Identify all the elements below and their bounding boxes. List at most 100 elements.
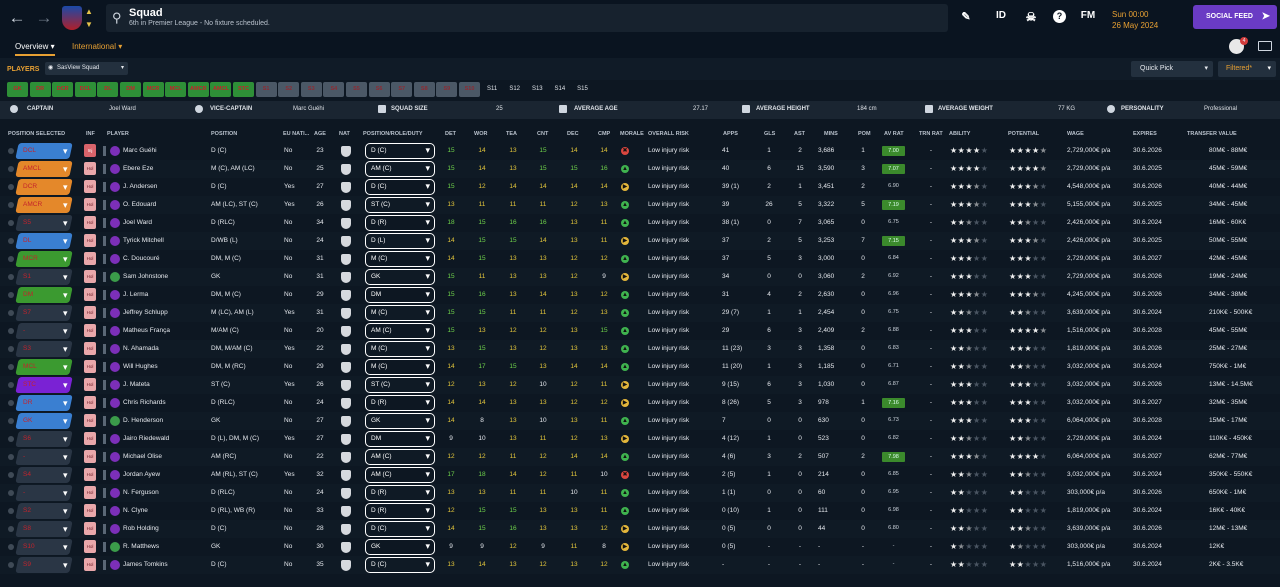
position-selected-dropdown[interactable]: S6 ▾ (15, 431, 73, 447)
role-duty-dropdown[interactable]: D (C) ▾ (365, 521, 435, 537)
column-header-eu-nati[interactable]: EU NATI... (283, 131, 310, 137)
info-badge[interactable]: Hol (84, 342, 96, 355)
info-badge[interactable]: Inj (84, 144, 96, 157)
row-select-dot[interactable] (8, 526, 14, 532)
info-badge[interactable]: Hol (84, 180, 96, 193)
game-date[interactable]: Sun 00:00 26 May 2024 (1112, 9, 1158, 31)
position-selected-dropdown[interactable]: S2 ▾ (15, 503, 73, 519)
table-row[interactable]: S10 ▾ Hol R. Matthews GK No 30 GK ▾ 9 9 12 9 11 8 ▶ Low … (0, 538, 1280, 556)
player-name[interactable]: Matheus França (123, 327, 170, 334)
position-tab-gk[interactable]: GK (7, 82, 28, 97)
role-duty-dropdown[interactable]: M (C) ▾ (365, 359, 435, 375)
role-duty-dropdown[interactable]: AM (C) ▾ (365, 323, 435, 339)
row-select-dot[interactable] (8, 454, 14, 460)
info-badge[interactable]: Hol (84, 486, 96, 499)
position-selected-dropdown[interactable]: S3 ▾ (15, 341, 73, 357)
role-duty-dropdown[interactable]: D (R) ▾ (365, 503, 435, 519)
player-name[interactable]: Marc Guéhi (123, 147, 157, 154)
role-duty-dropdown[interactable]: D (R) ▾ (365, 485, 435, 501)
column-header-det[interactable]: DET (445, 131, 456, 137)
info-badge[interactable]: Hol (84, 522, 96, 535)
player-name[interactable]: N. Clyne (123, 507, 148, 514)
row-select-dot[interactable] (8, 220, 14, 226)
column-header-wor[interactable]: WOR (474, 131, 488, 137)
row-select-dot[interactable] (8, 166, 14, 172)
column-header-potential[interactable]: POTENTIAL (1008, 131, 1040, 137)
player-name[interactable]: Rob Holding (123, 525, 159, 532)
table-row[interactable]: S7 ▾ Hol Jeffrey Schlupp M (LC), AM (L) Yes 31… (0, 304, 1280, 322)
column-header-morale[interactable]: MORALE (620, 131, 644, 137)
row-select-dot[interactable] (8, 472, 14, 478)
captain-value[interactable]: Joel Ward (109, 106, 136, 112)
column-header-cmp[interactable]: CMP (598, 131, 611, 137)
player-name[interactable]: Joel Ward (123, 219, 153, 226)
role-duty-dropdown[interactable]: AM (C) ▾ (365, 449, 435, 465)
position-selected-dropdown[interactable]: - ▾ (15, 323, 73, 339)
forward-arrow-icon[interactable]: → (35, 8, 53, 27)
view-select[interactable]: ◉ SasView Squad ▾ (45, 62, 128, 75)
column-header-cnt[interactable]: CNT (537, 131, 549, 137)
info-badge[interactable]: Hol (84, 378, 96, 391)
role-duty-dropdown[interactable]: DM ▾ (365, 431, 435, 447)
table-row[interactable]: DCL ▾ Inj Marc Guéhi D (C) No 23 D (C) ▾ 15 14 13 15… (0, 142, 1280, 160)
position-tab-s7[interactable]: S7 (391, 82, 413, 97)
player-name[interactable]: C. Doucouré (123, 255, 160, 262)
row-select-dot[interactable] (8, 310, 14, 316)
row-select-dot[interactable] (8, 400, 14, 406)
info-badge[interactable]: Hol (84, 450, 96, 463)
info-badge[interactable]: Hol (84, 396, 96, 409)
row-select-dot[interactable] (8, 418, 14, 424)
position-selected-dropdown[interactable]: S10 ▾ (15, 539, 73, 555)
table-row[interactable]: DCR ▾ Hol J. Andersen D (C) Yes 27 D (C) ▾ 15 12 14… (0, 178, 1280, 196)
vice-captain-value[interactable]: Marc Guéhi (293, 106, 325, 112)
position-tab-s9[interactable]: S9 (436, 82, 458, 97)
column-header-nat[interactable]: NAT (339, 131, 350, 137)
column-header-ast[interactable]: AST (794, 131, 805, 137)
role-duty-dropdown[interactable]: D (R) ▾ (365, 215, 435, 231)
position-selected-dropdown[interactable]: AMCR ▾ (15, 197, 73, 213)
row-select-dot[interactable] (8, 238, 14, 244)
position-selected-dropdown[interactable]: DM ▾ (15, 287, 73, 303)
info-badge[interactable]: Hol (84, 216, 96, 229)
info-badge[interactable]: Hol (84, 252, 96, 265)
table-row[interactable]: S6 ▾ Hol Jairo Riedewald D (L), DM, M (C) Yes… (0, 430, 1280, 448)
screen-icon[interactable] (1258, 41, 1272, 51)
position-selected-dropdown[interactable]: S7 ▾ (15, 305, 73, 321)
back-arrow-icon[interactable]: ← (8, 8, 26, 27)
player-name[interactable]: Michael Olise (123, 453, 163, 460)
position-tab-s2[interactable]: S2 (278, 82, 300, 97)
column-header-position-role-duty[interactable]: POSITION/ROLE/DUTY (363, 131, 423, 137)
position-tab-amcl[interactable]: AMCL (210, 82, 232, 97)
row-select-dot[interactable] (8, 328, 14, 334)
info-badge[interactable]: Hol (84, 288, 96, 301)
position-tab-dl[interactable]: DL (97, 82, 119, 97)
row-select-dot[interactable] (8, 436, 14, 442)
info-badge[interactable]: Hol (84, 306, 96, 319)
position-selected-dropdown[interactable]: DCR ▾ (15, 179, 73, 195)
position-tab-s5[interactable]: S5 (346, 82, 367, 97)
player-name[interactable]: James Tomkins (123, 561, 168, 568)
position-tab-amcr[interactable]: AMCR (187, 82, 209, 97)
player-name[interactable]: Tyrick Mitchell (123, 237, 164, 244)
table-row[interactable]: DR ▾ Hol Chris Richards D (RLC) No 24 D (R) ▾ 14 1… (0, 394, 1280, 412)
tab-international[interactable]: International ▾ (72, 42, 123, 51)
player-name[interactable]: D. Henderson (123, 417, 164, 424)
position-tab-s1[interactable]: S1 (255, 82, 277, 97)
position-tab-s10[interactable]: S10 (459, 82, 480, 97)
id-button[interactable]: ID (996, 10, 1006, 21)
column-header-wage[interactable]: WAGE (1067, 131, 1084, 137)
club-switch-icon[interactable]: ▲ ▼ (85, 7, 93, 29)
row-select-dot[interactable] (8, 508, 14, 514)
player-name[interactable]: O. Edouard (123, 201, 157, 208)
row-select-dot[interactable] (8, 184, 14, 190)
role-duty-dropdown[interactable]: GK ▾ (365, 539, 435, 555)
column-header-expires[interactable]: EXPIRES (1133, 131, 1157, 137)
player-name[interactable]: Ebere Eze (123, 165, 154, 172)
table-row[interactable]: GK ▾ Hol D. Henderson GK No 27 GK ▾ 14 8 13 10 13 11 ▲ L… (0, 412, 1280, 430)
position-tab-dm[interactable]: DM (120, 82, 141, 97)
position-tab-mcr[interactable]: MCR (142, 82, 164, 97)
position-tab-s12[interactable]: S12 (509, 86, 521, 92)
table-row[interactable]: S8 ▾ Hol Rob Holding D (C) No 28 D (C) ▾ 14 15 16 13… (0, 520, 1280, 538)
search-icon[interactable]: ⚲ (112, 10, 122, 25)
club-crest-icon[interactable] (62, 6, 82, 30)
